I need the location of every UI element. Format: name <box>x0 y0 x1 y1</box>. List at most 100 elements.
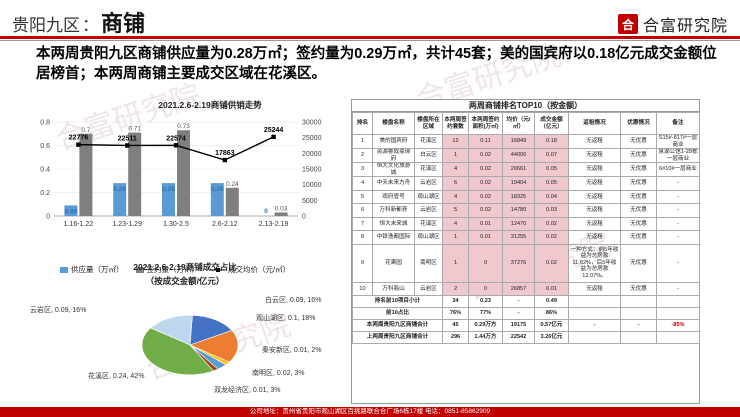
title-separator: ： <box>82 16 99 35</box>
table-cell: 万科新都荟 <box>372 203 415 218</box>
table-cell: 0.01 <box>468 216 503 231</box>
price-data-label: 22511 <box>118 135 137 142</box>
table-cell: 云岩区 <box>414 176 443 191</box>
summary-cell: 76% <box>442 307 469 320</box>
table-cell: 无优惠 <box>620 134 657 149</box>
table-cell: 0 <box>468 281 503 296</box>
table-row: 6 万科新都荟 云岩区 5 0.02 14780 0.03 无返租 无优惠 - <box>352 203 700 218</box>
table-cell: 无优惠 <box>620 189 657 204</box>
legend-swatch <box>135 266 144 273</box>
header-divider <box>0 36 740 39</box>
legend-price: 成交均价（元/㎡） <box>211 264 290 275</box>
table-cell: 花溪区 <box>414 216 443 231</box>
column-header: 备注 <box>656 112 700 135</box>
summary-row: 本两周贵阳九区商铺合计 45 0.29万方 19175 0.57亿元 - - -85% <box>352 319 700 332</box>
pie-title-main: 2021.2.6-2.19商铺成交占比 <box>133 262 237 272</box>
summary-cell: - <box>502 307 535 320</box>
table-cell: 中铁逸都国际 <box>372 230 415 245</box>
summary-label: 排名前10项目小计 <box>352 295 443 308</box>
legend-label: 成交均价（元/㎡） <box>228 265 291 274</box>
table-cell: 0.05 <box>534 162 569 177</box>
summary-cell <box>656 295 700 308</box>
summary-cell: 3.26亿元 <box>534 331 569 344</box>
table-cell: - <box>656 203 700 218</box>
table-cell: 云岩区 <box>414 281 443 296</box>
price-point <box>173 143 179 148</box>
supply-data-label: 0.28 <box>211 186 224 193</box>
x-tick-label: 2.13-2.19 <box>259 221 289 228</box>
legend-line-marker <box>211 267 225 272</box>
table-cell: 泉湖公馆1-28栋一层商业 <box>656 148 700 163</box>
table-row: 10 万科翡山 云岩区 2 0 26857 0.01 无返租 无优惠 - <box>352 281 700 296</box>
y-right-tick-label: 15000 <box>302 167 322 174</box>
column-header: 排名 <box>352 112 373 135</box>
table-cell: 云岩区 <box>414 203 443 218</box>
y-right-tick-label: 5000 <box>302 198 318 205</box>
table-cell: 6 <box>442 176 469 191</box>
table-cell: 一种方式：前5年收益为总房款11.02%，后5年收益为总房款12.07%。 <box>568 243 621 283</box>
table-cell: 0.02 <box>468 148 503 163</box>
brand-logo: 合 合富研究院 <box>617 12 728 36</box>
y-left-tick-label: 0.2 <box>40 190 50 197</box>
table-row: 9 花果园 南明区 1 0 37276 0.02 一种方式：前5年收益为总房款11.02%，后… <box>352 243 700 283</box>
price-data-label: 22574 <box>166 135 186 142</box>
summary-cell: 0.57亿元 <box>534 319 569 332</box>
summary-cell <box>656 331 700 344</box>
table-cell: 资源睿成豪璟府 <box>372 148 415 163</box>
table-cell: 12 <box>442 134 469 149</box>
y-right-tick-label: 30000 <box>302 120 322 127</box>
x-tick-label: 2.6-2.12 <box>212 221 238 228</box>
table-cell: 4 <box>442 162 469 177</box>
summary-cell: 296 <box>442 331 469 344</box>
table-cell: 12470 <box>502 216 535 231</box>
summary-row: 前10占比 76% 77% -86% <box>352 307 700 320</box>
y-left-tick-label: 0.8 <box>40 120 50 127</box>
summary-cell: 34 <box>442 295 469 308</box>
summary-cell: 86% <box>534 307 569 320</box>
pie-slice <box>189 314 233 346</box>
summary-label: 前10占比 <box>352 307 443 320</box>
table-cell: 18325 <box>502 189 535 204</box>
pie-data-label: 南明区, 0.02, 3% <box>252 368 305 377</box>
table-cell: 1 <box>442 243 469 283</box>
price-point <box>222 157 227 163</box>
bar-sign <box>128 132 142 216</box>
bar-sign <box>79 133 93 216</box>
sign-data-label: 0.24 <box>226 181 239 188</box>
table-cell: 8 <box>352 230 373 245</box>
table-cell: 5 <box>352 189 373 204</box>
table-cell: 无优惠 <box>620 230 657 245</box>
table-cell: 0.01 <box>534 281 569 296</box>
y-right-tick-label: 0 <box>302 214 306 221</box>
pie-slice <box>189 330 239 363</box>
table-cell: 7 <box>352 216 373 231</box>
table-row: 1 美的国宾府 花溪区 12 0.11 16849 0.18 无返租 无优惠 S15#-817#一… <box>352 134 700 149</box>
table-cell: 无优惠 <box>620 148 657 163</box>
legend-label: 供应量（万㎡） <box>71 265 124 274</box>
table-cell: 花果园 <box>372 243 415 283</box>
table-row: 4 中天未来方舟 云岩区 6 0.02 19404 0.05 无返租 无优惠 - <box>352 176 700 191</box>
summary-label: 上两周贵阳九区商铺合计 <box>352 331 443 344</box>
summary-text: 本两周贵阳九区商铺供应量为0.28万㎡；签约量为0.29万㎡，共计45套；美的国… <box>36 46 717 82</box>
summary-cell: - <box>620 319 657 332</box>
footer-bar: 公司地址：贵州省贵阳市观山湖区百挑路联合合广场6栋17楼 电话：0851-858… <box>0 407 740 417</box>
table-cell: 20661 <box>502 162 535 177</box>
table-cell: 0 <box>468 243 503 283</box>
bar-supply <box>113 183 127 216</box>
table-cell: - <box>656 216 700 231</box>
y-left-tick-label: 0 <box>46 214 50 221</box>
table-cell: 0.18 <box>534 134 569 149</box>
supply-data-label: 0.09 <box>65 208 78 215</box>
table-cell: 无优惠 <box>620 203 657 218</box>
table-title: 两周商铺排名TOP10（按金额） <box>352 100 699 112</box>
y-right-tick-label: 10000 <box>302 182 322 189</box>
table-cell: 2 <box>442 281 469 296</box>
column-header: 返租情况 <box>568 112 621 135</box>
summary-cell <box>620 295 657 308</box>
table-body: 1 美的国宾府 花溪区 12 0.11 16849 0.18 无返租 无优惠 S15#-817#一… <box>352 134 700 344</box>
table-cell: 37276 <box>502 243 535 283</box>
table-cell: 4 <box>442 189 469 204</box>
logo-icon: 合 <box>617 14 638 34</box>
table-cell: 1 <box>352 134 373 149</box>
summary-cell: 0.23 <box>468 295 503 308</box>
